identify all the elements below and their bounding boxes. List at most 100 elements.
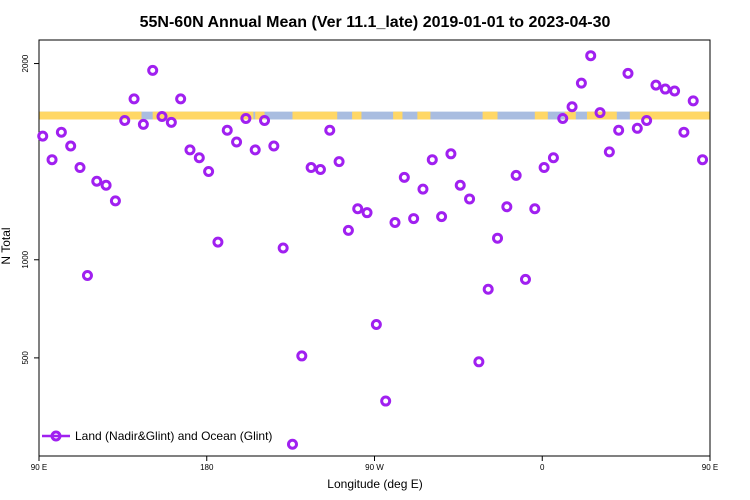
data-point <box>697 154 709 166</box>
y-tick-label: 2000 <box>21 54 30 72</box>
data-point <box>324 124 336 136</box>
data-point <box>519 273 531 285</box>
data-point <box>473 356 485 368</box>
data-point <box>305 162 317 174</box>
data-point <box>529 203 541 215</box>
data-points <box>37 50 709 450</box>
y-tick-label: 500 <box>21 351 30 365</box>
data-point <box>557 112 569 124</box>
data-point <box>603 146 615 158</box>
legend: Land (Nadir&Glint) and Ocean (Glint) <box>42 429 272 443</box>
data-point <box>566 101 578 113</box>
data-point <box>445 148 457 160</box>
land-segment <box>393 111 403 120</box>
land-segment <box>482 111 498 120</box>
data-point <box>361 207 373 219</box>
data-point <box>193 152 205 164</box>
data-point <box>454 179 466 191</box>
data-point <box>212 236 224 248</box>
data-point <box>669 85 681 97</box>
data-point <box>687 95 699 107</box>
data-point <box>492 232 504 244</box>
data-point <box>659 83 671 95</box>
data-point <box>585 50 597 62</box>
land-segment <box>534 111 548 120</box>
data-point <box>286 438 298 450</box>
data-point <box>221 124 233 136</box>
data-point <box>46 154 58 166</box>
data-point <box>296 350 308 362</box>
map-strip <box>39 111 710 120</box>
data-point <box>464 193 476 205</box>
x-tick-label: 180 <box>200 463 214 472</box>
data-point <box>156 111 168 123</box>
data-point <box>342 224 354 236</box>
data-point <box>128 93 140 105</box>
y-tick-label: 1000 <box>21 250 30 268</box>
data-point <box>91 175 103 187</box>
x-tick-label: 90 E <box>702 463 718 472</box>
data-point <box>65 140 77 152</box>
legend-label: Land (Nadir&Glint) and Ocean (Glint) <box>75 429 272 443</box>
chart-title: 55N-60N Annual Mean (Ver 11.1_late) 2019… <box>140 14 611 31</box>
data-point <box>622 67 634 79</box>
data-point <box>426 154 438 166</box>
legend-marker <box>50 430 62 442</box>
data-point <box>203 165 215 177</box>
data-point <box>165 116 177 128</box>
land-segment <box>292 111 338 120</box>
x-tick-label: 90 E <box>31 463 47 472</box>
data-point <box>538 162 550 174</box>
data-point <box>370 319 382 331</box>
data-point <box>594 107 606 119</box>
data-point <box>510 169 522 181</box>
data-point <box>352 203 364 215</box>
data-point <box>55 126 67 138</box>
data-point <box>268 140 280 152</box>
data-point <box>249 144 261 156</box>
data-point <box>109 195 121 207</box>
data-point <box>147 64 159 76</box>
land-segment <box>352 111 362 120</box>
data-point <box>37 130 49 142</box>
data-point <box>501 201 513 213</box>
data-point <box>259 114 271 126</box>
ocean-band <box>39 111 710 120</box>
data-point <box>333 156 345 168</box>
data-point <box>641 114 653 126</box>
land-segment <box>564 111 576 120</box>
data-point <box>678 126 690 138</box>
data-point <box>277 242 289 254</box>
land-segment <box>152 111 254 120</box>
data-point <box>175 93 187 105</box>
data-point <box>240 112 252 124</box>
data-point <box>184 144 196 156</box>
x-tick-label: 0 <box>540 463 545 472</box>
data-point <box>137 118 149 130</box>
x-axis-title: Longitude (deg E) <box>327 477 422 491</box>
y-axis-title: N Total <box>0 227 13 264</box>
data-point <box>408 213 420 225</box>
data-point <box>389 216 401 228</box>
data-point <box>231 136 243 148</box>
data-point <box>81 269 93 281</box>
data-point <box>436 211 448 223</box>
land-segment <box>417 111 431 120</box>
data-point <box>119 114 131 126</box>
data-point <box>613 124 625 136</box>
data-point <box>417 183 429 195</box>
y-axis: 500 1000 2000 <box>21 54 39 365</box>
data-point <box>100 179 112 191</box>
data-point <box>482 283 494 295</box>
x-tick-label: 90 W <box>365 463 384 472</box>
land-segment <box>39 111 142 120</box>
land-segment <box>629 111 710 120</box>
data-point <box>74 162 86 174</box>
data-point <box>398 171 410 183</box>
data-point <box>631 122 643 134</box>
data-point <box>650 79 662 91</box>
data-point <box>380 395 392 407</box>
data-point <box>575 77 587 89</box>
data-point <box>314 164 326 176</box>
